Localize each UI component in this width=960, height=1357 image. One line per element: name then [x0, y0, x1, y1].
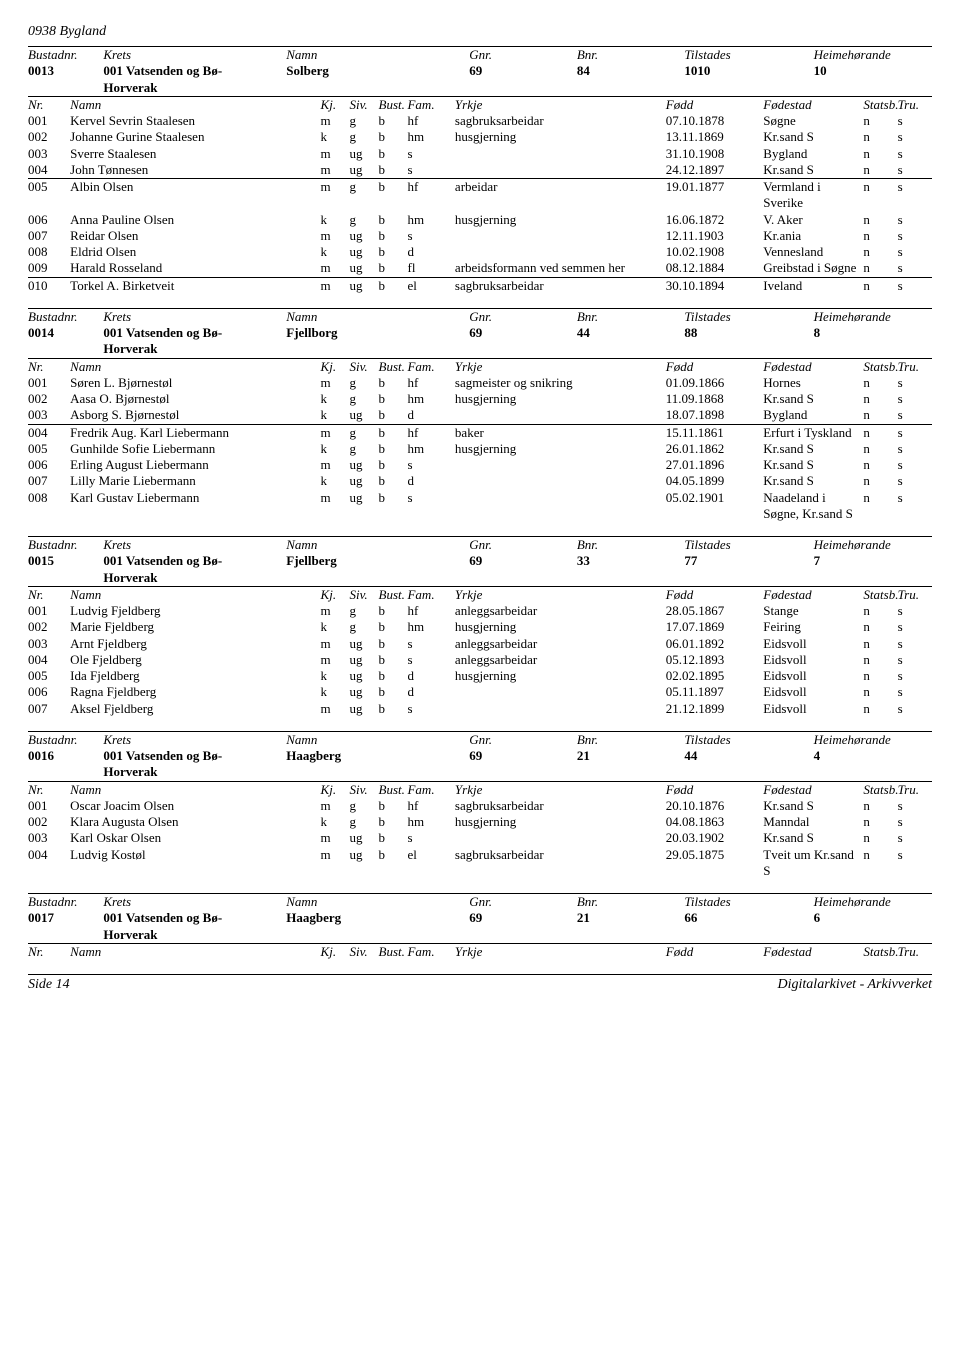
person-header-row: Nr.NamnKj.Siv.Bust.Fam.YrkjeFøddFødestad…	[28, 96, 932, 113]
bustad-header-row: Bustadnr.KretsNamnGnr.Bnr.TilstadesHeime…	[28, 731, 932, 748]
person-row: 007Lilly Marie Liebermannkugbd04.05.1899…	[28, 473, 932, 489]
bustad-header-row: Bustadnr.KretsNamnGnr.Bnr.TilstadesHeime…	[28, 47, 932, 64]
person-row: 004Ludvig Kostølmugbelsagbruksarbeidar29…	[28, 847, 932, 880]
bustad-value-row-2: Horverak	[28, 570, 932, 586]
bustad-block: Bustadnr.KretsNamnGnr.Bnr.TilstadesHeime…	[28, 893, 932, 960]
person-row: 004John Tønnesenmugbs24.12.1897Kr.sand S…	[28, 162, 932, 179]
person-header-row: Nr.NamnKj.Siv.Bust.Fam.YrkjeFøddFødestad…	[28, 358, 932, 375]
person-row: 008Eldrid Olsenkugbd10.02.1908Vennesland…	[28, 244, 932, 260]
person-row: 001Kervel Sevrin Staalesenmgbhfsagbruksa…	[28, 113, 932, 129]
person-row: 005Albin Olsenmgbhfarbeidar19.01.1877Ver…	[28, 179, 932, 212]
person-row: 007Aksel Fjeldbergmugbs21.12.1899Eidsvol…	[28, 701, 932, 717]
bustad-block: Bustadnr.KretsNamnGnr.Bnr.TilstadesHeime…	[28, 536, 932, 717]
person-row: 008Karl Gustav Liebermannmugbs05.02.1901…	[28, 490, 932, 523]
person-row: 003Sverre Staalesenmugbs31.10.1908Byglan…	[28, 146, 932, 162]
person-row: 001Søren L. Bjørnestølmgbhfsagmeister og…	[28, 375, 932, 391]
person-row: 002Marie Fjeldbergkgbhmhusgjerning17.07.…	[28, 619, 932, 635]
person-row: 010Torkel A. Birketveitmugbelsagbruksarb…	[28, 277, 932, 294]
person-header-row: Nr.NamnKj.Siv.Bust.Fam.YrkjeFøddFødestad…	[28, 781, 932, 798]
person-header-row: Nr.NamnKj.Siv.Bust.Fam.YrkjeFøddFødestad…	[28, 586, 932, 603]
person-row: 003Asborg S. Bjørnestølkugbd18.07.1898By…	[28, 407, 932, 424]
person-row: 005Ida Fjeldbergkugbdhusgjerning02.02.18…	[28, 668, 932, 684]
person-row: 006Erling August Liebermannmugbs27.01.18…	[28, 457, 932, 473]
bustad-value-row-2: Horverak	[28, 341, 932, 357]
bustad-header-table: Bustadnr.KretsNamnGnr.Bnr.TilstadesHeime…	[28, 731, 932, 781]
bustad-value-row-2: Horverak	[28, 80, 932, 96]
bustad-header-table: Bustadnr.KretsNamnGnr.Bnr.TilstadesHeime…	[28, 893, 932, 943]
bustad-value-row-2: Horverak	[28, 764, 932, 780]
page-header: 0938 Bygland	[28, 24, 932, 40]
bustad-block: Bustadnr.KretsNamnGnr.Bnr.TilstadesHeime…	[28, 46, 932, 294]
persons-table: Nr.NamnKj.Siv.Bust.Fam.YrkjeFøddFødestad…	[28, 781, 932, 880]
bustad-value-row: 0016001 Vatsenden og Bø-Haagberg6921444	[28, 748, 932, 764]
bustad-block: Bustadnr.KretsNamnGnr.Bnr.TilstadesHeime…	[28, 731, 932, 879]
bustad-value-row-2: Horverak	[28, 927, 932, 943]
person-row: 002Klara Augusta Olsenkgbhmhusgjerning04…	[28, 814, 932, 830]
bustad-value-row: 0014001 Vatsenden og Bø-Fjellborg6944888	[28, 325, 932, 341]
person-row: 001Ludvig Fjeldbergmgbhfanleggsarbeidar2…	[28, 603, 932, 619]
person-row: 006Ragna Fjeldbergkugbd05.11.1897Eidsvol…	[28, 684, 932, 700]
bustad-header-table: Bustadnr.KretsNamnGnr.Bnr.TilstadesHeime…	[28, 308, 932, 358]
person-row: 007Reidar Olsenmugbs12.11.1903Kr.anians	[28, 228, 932, 244]
persons-table: Nr.NamnKj.Siv.Bust.Fam.YrkjeFøddFødestad…	[28, 586, 932, 717]
bustad-value-row: 0013001 Vatsenden og Bø-Solberg698410101…	[28, 63, 932, 79]
person-row: 004Fredrik Aug. Karl Liebermannmgbhfbake…	[28, 424, 932, 441]
person-row: 001Oscar Joacim Olsenmgbhfsagbruksarbeid…	[28, 798, 932, 814]
person-row: 003Arnt Fjeldbergmugbsanleggsarbeidar06.…	[28, 636, 932, 652]
bustad-header-row: Bustadnr.KretsNamnGnr.Bnr.TilstadesHeime…	[28, 537, 932, 554]
bustad-header-table: Bustadnr.KretsNamnGnr.Bnr.TilstadesHeime…	[28, 536, 932, 586]
persons-table: Nr.NamnKj.Siv.Bust.Fam.YrkjeFøddFødestad…	[28, 358, 932, 523]
bustad-header-row: Bustadnr.KretsNamnGnr.Bnr.TilstadesHeime…	[28, 894, 932, 911]
person-row: 009Harald Rosselandmugbflarbeidsformann …	[28, 260, 932, 277]
bustad-value-row: 0015001 Vatsenden og Bø-Fjellberg6933777	[28, 553, 932, 569]
bustad-header-table: Bustadnr.KretsNamnGnr.Bnr.TilstadesHeime…	[28, 46, 932, 96]
bustad-value-row: 0017001 Vatsenden og Bø-Haagberg6921666	[28, 910, 932, 926]
person-row: 004Ole Fjeldbergmugbsanleggsarbeidar05.1…	[28, 652, 932, 668]
bustad-block: Bustadnr.KretsNamnGnr.Bnr.TilstadesHeime…	[28, 308, 932, 522]
person-row: 003Karl Oskar Olsenmugbs20.03.1902Kr.san…	[28, 830, 932, 846]
persons-table: Nr.NamnKj.Siv.Bust.Fam.YrkjeFøddFødestad…	[28, 96, 932, 294]
page-footer: Side 14 Digitalarkivet - Arkivverket	[28, 974, 932, 993]
persons-table: Nr.NamnKj.Siv.Bust.Fam.YrkjeFøddFødestad…	[28, 943, 932, 960]
person-row: 002Aasa O. Bjørnestølkgbhmhusgjerning11.…	[28, 391, 932, 407]
bustad-header-row: Bustadnr.KretsNamnGnr.Bnr.TilstadesHeime…	[28, 308, 932, 325]
person-row: 005Gunhilde Sofie Liebermannkgbhmhusgjer…	[28, 441, 932, 457]
person-row: 006Anna Pauline Olsenkgbhmhusgjerning16.…	[28, 212, 932, 228]
footer-right: Digitalarkivet - Arkivverket	[778, 977, 932, 993]
footer-left: Side 14	[28, 977, 70, 993]
content: Bustadnr.KretsNamnGnr.Bnr.TilstadesHeime…	[28, 46, 932, 960]
person-header-row: Nr.NamnKj.Siv.Bust.Fam.YrkjeFøddFødestad…	[28, 943, 932, 960]
person-row: 002Johanne Gurine Staalesenkgbhmhusgjern…	[28, 129, 932, 145]
